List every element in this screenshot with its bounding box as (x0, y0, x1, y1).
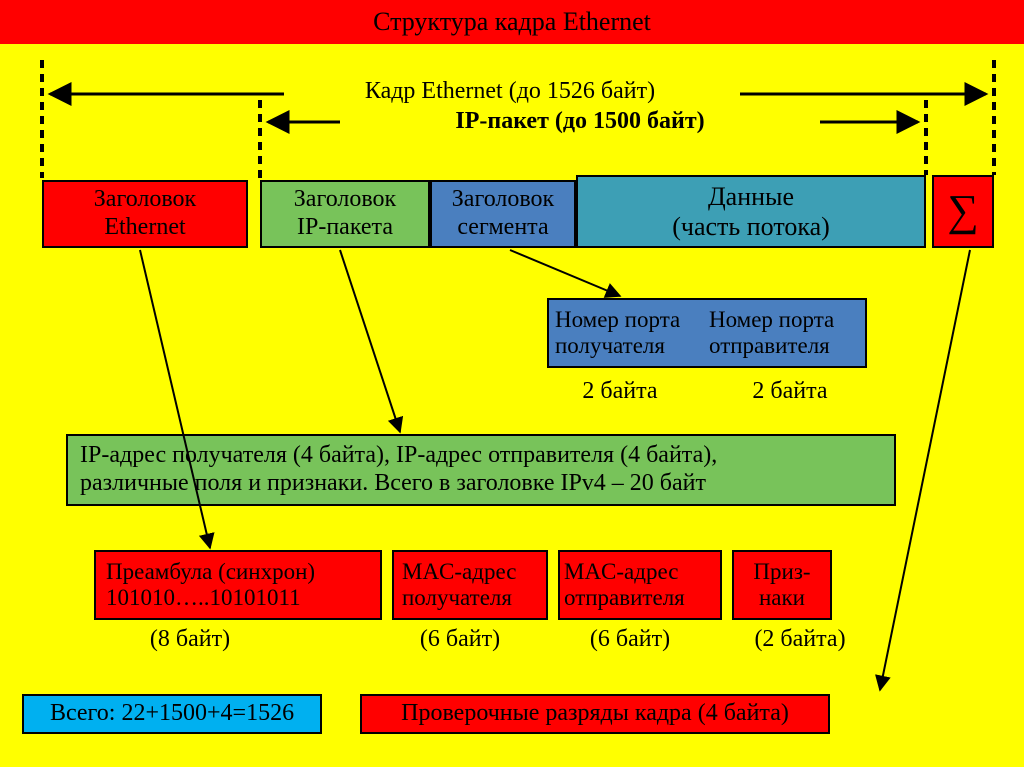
label-flags-size: (2 байта) (740, 626, 860, 653)
box-port-recv: Номер порта получателя (547, 298, 707, 368)
box-data: Данные (часть потока) (576, 175, 926, 248)
box-mac-send: MAC-адрес отправителя (558, 550, 722, 620)
box-mac-recv: MAC-адрес получателя (392, 550, 548, 620)
box-port-send: Номер порта отправителя (707, 298, 867, 368)
label-mac-recv-size: (6 байт) (400, 626, 520, 653)
label-port-send-size: 2 байта (730, 378, 850, 405)
box-sigma: ∑ (932, 175, 994, 248)
frame-bracket-label: Кадр Ethernet (до 1526 байт) (280, 78, 740, 105)
box-check: Проверочные разряды кадра (4 байта) (360, 694, 830, 734)
label-preamble-size: (8 байт) (130, 626, 250, 653)
box-total: Всего: 22+1500+4=1526 (22, 694, 322, 734)
ip-bracket-label: IP-пакет (до 1500 байт) (330, 108, 830, 135)
page-title: Структура кадра Ethernet (0, 0, 1024, 44)
label-mac-send-size: (6 байт) (570, 626, 690, 653)
box-preamble: Преамбула (синхрон) 101010…..10101011 (94, 550, 382, 620)
box-seg-header: Заголовок сегмента (430, 180, 576, 248)
box-flags: Приз- наки (732, 550, 832, 620)
box-eth-header: Заголовок Ethernet (42, 180, 248, 248)
box-ip-header: Заголовок IP-пакета (260, 180, 430, 248)
label-port-recv-size: 2 байта (560, 378, 680, 405)
box-ip-detail: IP-адрес получателя (4 байта), IP-адрес … (66, 434, 896, 506)
